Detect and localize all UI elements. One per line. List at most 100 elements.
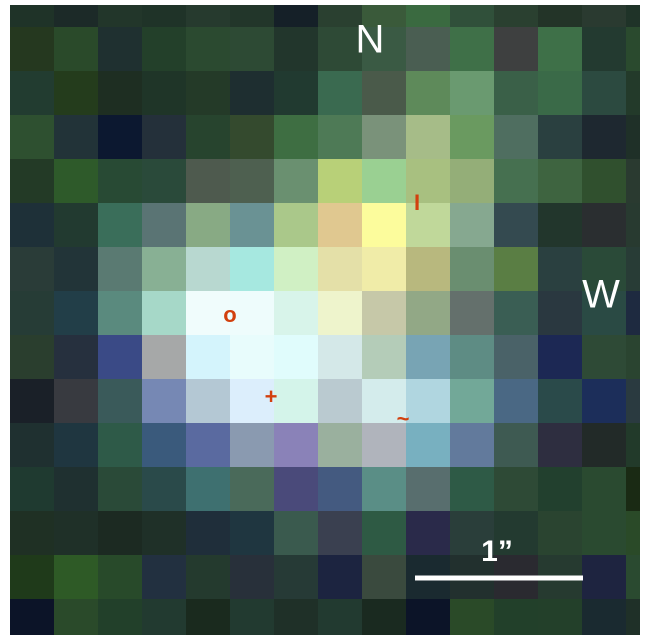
pixel	[142, 159, 187, 204]
pixel	[186, 511, 231, 556]
pixel	[406, 423, 451, 468]
pixel	[230, 467, 275, 512]
pixel	[362, 247, 407, 292]
pixel	[406, 115, 451, 160]
sky-image: N W 1” o I + ~	[0, 0, 652, 639]
pixel	[230, 247, 275, 292]
pixel	[274, 159, 319, 204]
pixel	[406, 335, 451, 380]
pixel	[450, 159, 495, 204]
pixel	[406, 159, 451, 204]
pixel	[274, 555, 319, 600]
pixel	[362, 115, 407, 160]
pixel	[450, 467, 495, 512]
pixel	[318, 247, 363, 292]
pixel	[362, 599, 407, 639]
pixel	[450, 247, 495, 292]
pixel	[450, 203, 495, 248]
pixel	[54, 0, 99, 28]
pixel	[230, 203, 275, 248]
pixel	[54, 71, 99, 116]
pixel	[230, 71, 275, 116]
pixel	[626, 71, 652, 116]
pixel	[230, 599, 275, 639]
pixel	[186, 159, 231, 204]
pixel	[318, 71, 363, 116]
pixel	[142, 511, 187, 556]
west-label: W	[582, 273, 620, 317]
pixel	[494, 335, 539, 380]
pixel	[186, 203, 231, 248]
pixel	[230, 423, 275, 468]
pixel	[230, 115, 275, 160]
pixel	[450, 599, 495, 639]
pixel	[362, 291, 407, 336]
pixel	[626, 599, 652, 639]
pixel	[626, 0, 652, 28]
pixel	[186, 423, 231, 468]
pixel	[538, 467, 583, 512]
pixel	[274, 71, 319, 116]
pixel	[494, 379, 539, 424]
pixel	[274, 247, 319, 292]
pixel	[98, 511, 143, 556]
pixel	[54, 511, 99, 556]
pixel	[10, 511, 55, 556]
pixel	[98, 203, 143, 248]
pixel	[626, 115, 652, 160]
pixel	[230, 0, 275, 28]
pixel	[142, 335, 187, 380]
pixel	[582, 555, 627, 600]
pixel	[186, 335, 231, 380]
pixel	[582, 27, 627, 72]
pixel	[626, 247, 652, 292]
scale-label: 1”	[481, 535, 513, 568]
pixel	[318, 159, 363, 204]
pixel	[362, 203, 407, 248]
pixel	[186, 71, 231, 116]
pixel	[450, 379, 495, 424]
pixel	[494, 247, 539, 292]
pixel	[406, 0, 451, 28]
pixel	[98, 423, 143, 468]
pixel	[142, 555, 187, 600]
pixel	[10, 291, 55, 336]
pixel	[538, 291, 583, 336]
pixel	[538, 71, 583, 116]
marker: I	[414, 190, 420, 215]
pixel	[10, 27, 55, 72]
pixel	[362, 71, 407, 116]
pixel	[98, 599, 143, 639]
pixel	[626, 511, 652, 556]
pixel	[538, 0, 583, 28]
pixel	[582, 379, 627, 424]
pixel	[274, 115, 319, 160]
pixel	[626, 335, 652, 380]
pixel	[538, 159, 583, 204]
pixel	[54, 247, 99, 292]
pixel	[362, 159, 407, 204]
pixel	[406, 71, 451, 116]
pixel	[626, 555, 652, 600]
pixel	[10, 159, 55, 204]
pixel	[142, 71, 187, 116]
pixel	[582, 423, 627, 468]
pixel	[582, 599, 627, 639]
pixel	[98, 467, 143, 512]
pixel	[186, 0, 231, 28]
pixel	[494, 159, 539, 204]
pixel	[494, 467, 539, 512]
pixel	[98, 291, 143, 336]
pixel	[186, 379, 231, 424]
pixel	[318, 379, 363, 424]
pixel	[230, 27, 275, 72]
pixel	[406, 467, 451, 512]
pixel	[98, 335, 143, 380]
pixel	[626, 27, 652, 72]
pixel	[274, 291, 319, 336]
pixel	[54, 291, 99, 336]
pixel	[142, 247, 187, 292]
north-label: N	[356, 18, 385, 62]
pixel	[450, 291, 495, 336]
pixel	[10, 423, 55, 468]
